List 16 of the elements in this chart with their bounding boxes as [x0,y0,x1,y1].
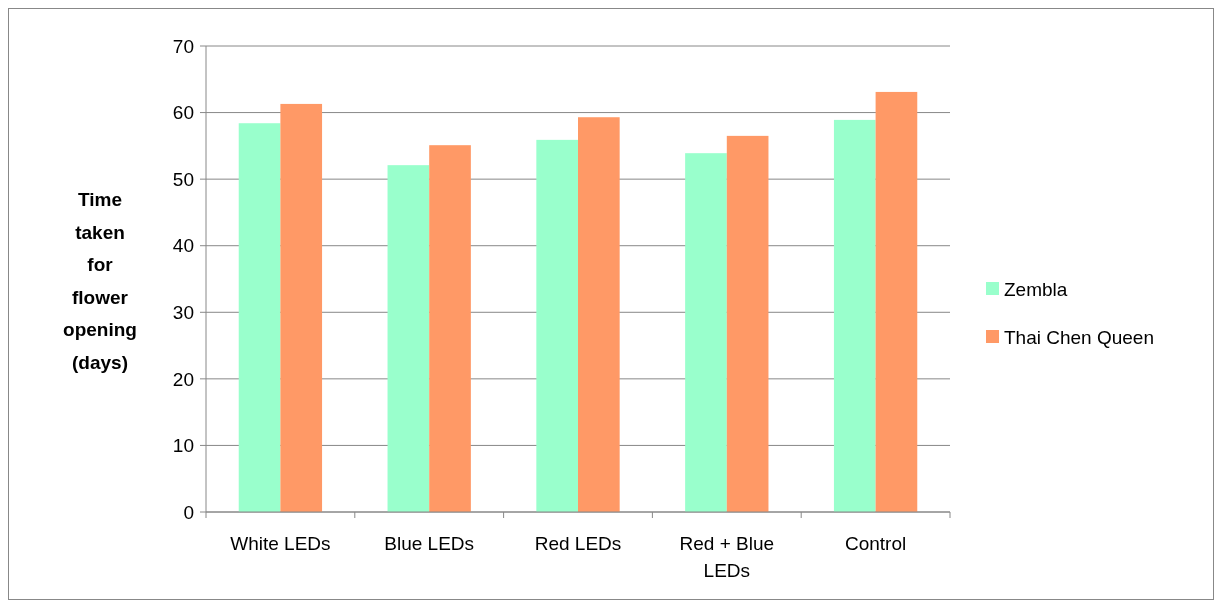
y-tick-label: 60 [172,102,194,124]
y-tick-label: 0 [183,501,194,523]
x-tick-label: Blue LEDs [384,533,475,554]
legend-label: Zembla [1004,278,1068,300]
x-tick-label: Red LEDs [534,533,622,554]
y-tick-label: 70 [172,35,194,57]
x-tick-label: White LEDs [230,533,331,554]
legend-label: Thai Chen Queen [1004,326,1154,348]
y-tick-label: 40 [172,235,194,257]
y-axis-title: Time taken for flower opening (days) [63,189,137,373]
x-tick-label: Control [844,533,907,554]
x-tick-label: Red + Blue LEDs [679,533,775,581]
y-tick-label: 30 [172,301,194,323]
y-tick-label: 50 [172,168,194,190]
y-tick-label: 20 [172,368,194,390]
y-tick-label: 10 [172,435,194,457]
